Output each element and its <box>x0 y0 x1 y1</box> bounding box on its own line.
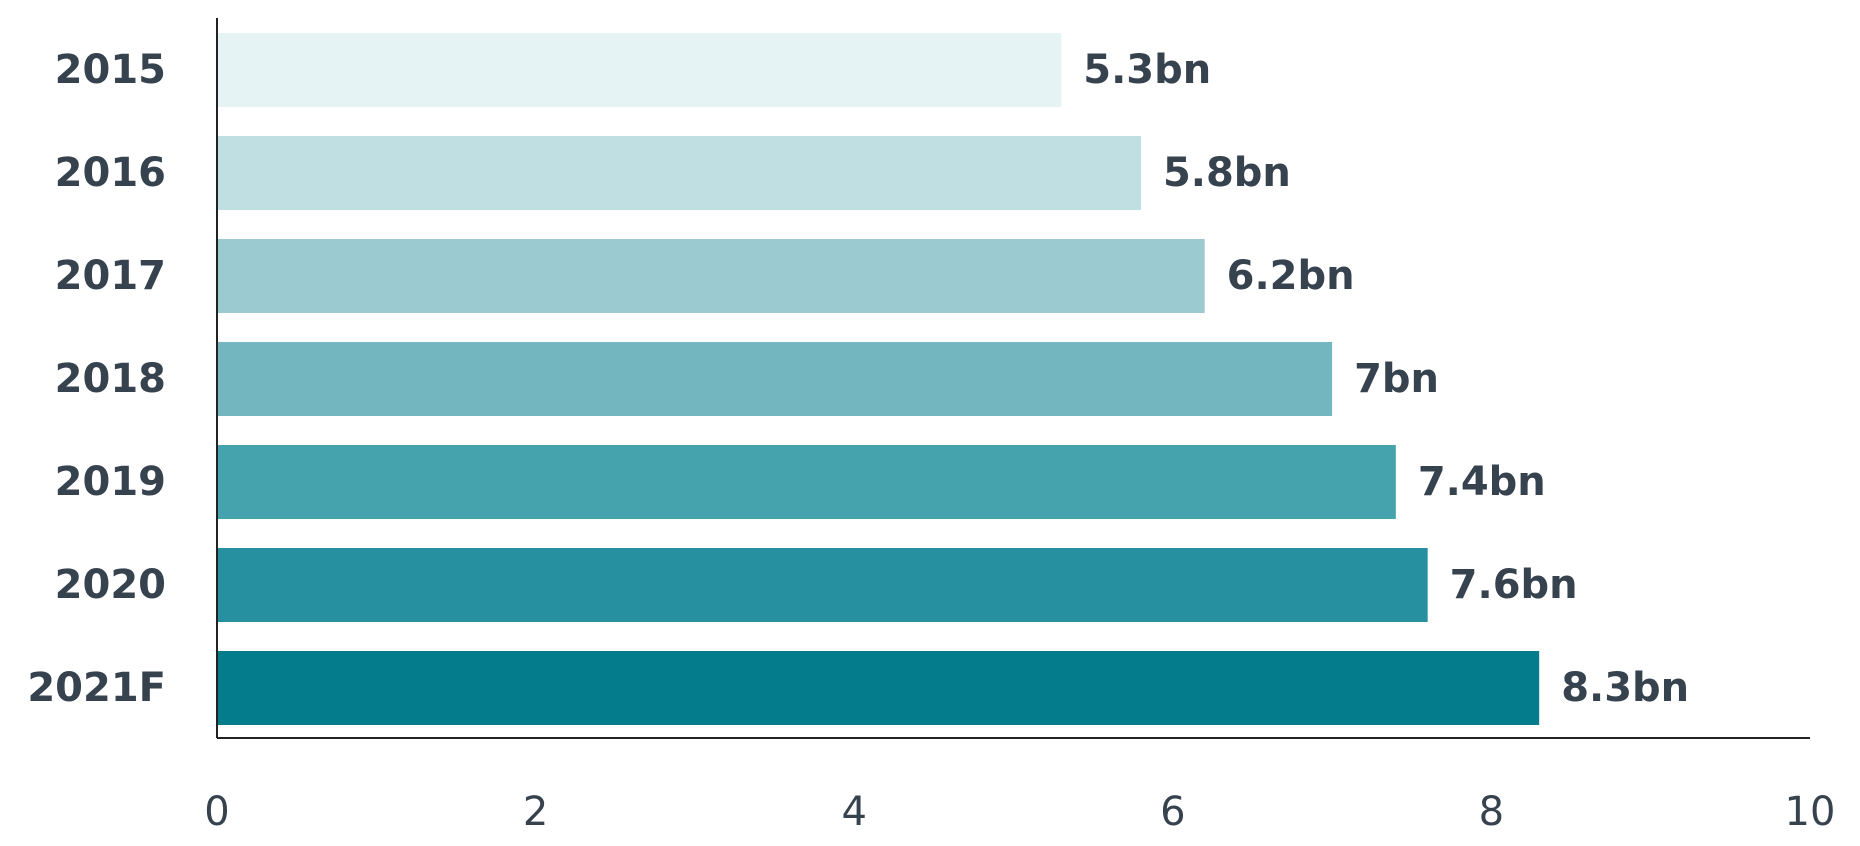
y-tick-label: 2020 <box>55 562 166 608</box>
y-tick-label: 2016 <box>55 150 166 196</box>
x-tick-label: 4 <box>841 789 866 835</box>
y-tick-label: 2018 <box>55 356 166 402</box>
bar <box>217 548 1428 622</box>
y-tick-label: 2019 <box>55 459 166 505</box>
value-label: 7.4bn <box>1418 459 1546 505</box>
x-tick-label: 2 <box>523 789 548 835</box>
bar <box>217 33 1062 107</box>
bar <box>217 342 1333 416</box>
value-label: 8.3bn <box>1561 665 1689 711</box>
value-label: 6.2bn <box>1227 253 1355 299</box>
x-tick-label: 6 <box>1160 789 1185 835</box>
y-tick-label: 2021F <box>27 665 166 711</box>
bar <box>217 136 1141 210</box>
value-label: 5.8bn <box>1163 150 1291 196</box>
value-label: 5.3bn <box>1083 47 1211 93</box>
bar <box>217 651 1540 725</box>
y-tick-label: 2017 <box>55 253 166 299</box>
y-tick-label: 2015 <box>55 47 166 93</box>
x-tick-label: 0 <box>204 789 229 835</box>
value-label: 7bn <box>1354 356 1439 402</box>
x-tick-label: 10 <box>1785 789 1836 835</box>
value-label: 7.6bn <box>1450 562 1578 608</box>
bar <box>217 239 1205 313</box>
x-tick-label: 8 <box>1479 789 1504 835</box>
bar <box>217 445 1396 519</box>
